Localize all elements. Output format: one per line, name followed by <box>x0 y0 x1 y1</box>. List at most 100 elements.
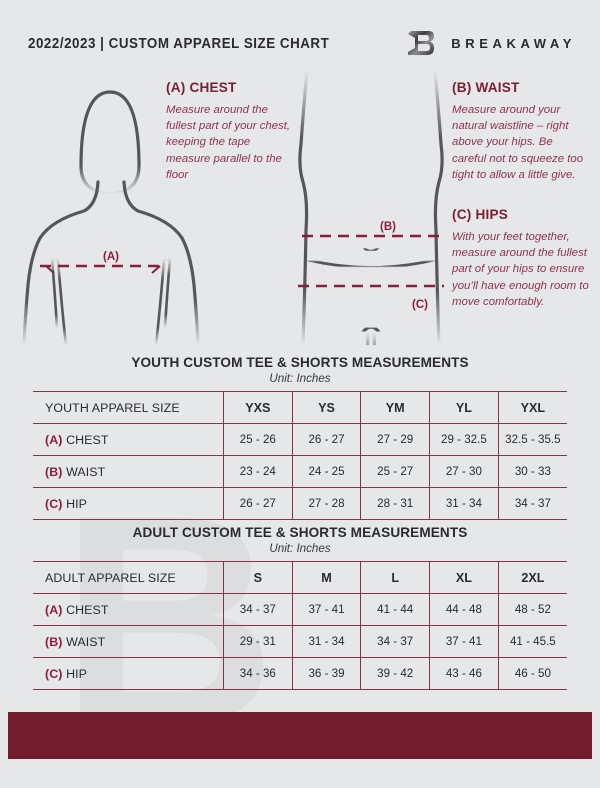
row-marker: (A) <box>45 602 63 617</box>
hip-marker-label: (C) <box>412 299 428 311</box>
row-marker: (C) <box>45 666 63 681</box>
youth-size-col-1: YS <box>292 391 362 424</box>
youth-size-col-0: YXS <box>223 391 293 424</box>
adult-row-0-label: (A) CHEST <box>33 593 224 626</box>
torso-sides <box>50 256 172 345</box>
table-header-row: YOUTH APPAREL SIZE YXS YS YM YL YXL <box>33 391 567 424</box>
row-name: CHEST <box>66 432 109 447</box>
row-name: WAIST <box>66 634 106 649</box>
table-row: (B) WAIST 29 - 31 31 - 34 34 - 37 37 - 4… <box>33 625 567 658</box>
table-row: (A) CHEST 25 - 26 26 - 27 27 - 29 29 - 3… <box>33 423 567 456</box>
adult-r1-c2: 34 - 37 <box>360 625 431 658</box>
youth-r2-c0: 26 - 27 <box>223 487 293 520</box>
youth-size-col-4: YXL <box>498 391 567 424</box>
youth-size-table: YOUTH APPAREL SIZE YXS YS YM YL YXL (A) … <box>33 391 567 520</box>
page-title: 2022/2023 | CUSTOM APPAREL SIZE CHART <box>28 34 330 52</box>
adult-table-unit: Unit: Inches <box>269 542 331 555</box>
callout-chest-body: Measure around the fullest part of your … <box>166 104 291 181</box>
callout-chest-heading: (A) CHEST <box>166 80 237 95</box>
chest-marker-label: (A) <box>103 251 119 263</box>
callout-hips-body: With your feet together, measure around … <box>452 231 589 308</box>
table-row: (B) WAIST 23 - 24 24 - 25 25 - 27 27 - 3… <box>33 455 567 488</box>
youth-size-table-block: YOUTH CUSTOM TEE & SHORTS MEASUREMENTS U… <box>33 355 567 520</box>
youth-r1-c1: 24 - 25 <box>292 455 362 488</box>
adult-size-table: ADULT APPAREL SIZE S M L XL 2XL (A) CHES… <box>33 561 567 690</box>
youth-size-col-3: YL <box>429 391 499 424</box>
adult-r0-c0: 34 - 37 <box>223 593 293 626</box>
youth-r0-c3: 29 - 32.5 <box>429 423 499 456</box>
breakaway-b-monogram-icon <box>405 27 435 59</box>
adult-r2-c0: 34 - 36 <box>223 657 293 690</box>
youth-table-title: YOUTH CUSTOM TEE & SHORTS MEASUREMENTS <box>131 355 469 370</box>
adult-r1-c3: 37 - 41 <box>429 625 499 658</box>
adult-size-col-4: 2XL <box>498 561 567 594</box>
waist-marker-label: (B) <box>380 221 396 233</box>
youth-r2-c4: 34 - 37 <box>498 487 567 520</box>
youth-size-col-2: YM <box>360 391 431 424</box>
youth-row-1-label: (B) WAIST <box>33 455 224 488</box>
brand-name: BREAKAWAY <box>451 35 576 51</box>
upper-body-figure <box>22 90 200 345</box>
callout-hips: (C) HIPS With your feet together, measur… <box>452 207 592 310</box>
youth-row-0-label: (A) CHEST <box>33 423 224 456</box>
row-name: CHEST <box>66 602 109 617</box>
callout-waist-body: Measure around your natural waistline – … <box>452 104 584 181</box>
adult-row-2-label: (C) HIP <box>33 657 224 690</box>
youth-r2-c1: 27 - 28 <box>292 487 362 520</box>
youth-row-2-label: (C) HIP <box>33 487 224 520</box>
youth-r0-c2: 27 - 29 <box>360 423 431 456</box>
youth-table-body: YOUTH APPAREL SIZE YXS YS YM YL YXL (A) … <box>33 391 567 520</box>
youth-size-label: YOUTH APPAREL SIZE <box>33 391 224 424</box>
measurement-illustrations: (A) (B) (C) (A) CHEST Measure around the… <box>0 70 600 345</box>
youth-r1-c4: 30 - 33 <box>498 455 567 488</box>
table-row: (A) CHEST 34 - 37 37 - 41 41 - 44 44 - 4… <box>33 593 567 626</box>
adult-size-col-3: XL <box>429 561 499 594</box>
adult-r1-c0: 29 - 31 <box>223 625 293 658</box>
row-name: HIP <box>66 496 88 511</box>
adult-r0-c2: 41 - 44 <box>360 593 431 626</box>
row-marker: (B) <box>45 634 63 649</box>
adult-r0-c4: 48 - 52 <box>498 593 567 626</box>
chest-measure-line <box>40 264 166 274</box>
adult-r0-c3: 44 - 48 <box>429 593 499 626</box>
youth-r2-c2: 28 - 31 <box>360 487 431 520</box>
adult-size-col-2: L <box>360 561 431 594</box>
brand-lockup: BREAKAWAY <box>405 27 576 59</box>
callout-waist-heading: (B) WAIST <box>452 80 520 95</box>
page-header: 2022/2023 | CUSTOM APPAREL SIZE CHART BR… <box>0 26 600 60</box>
youth-r0-c4: 32.5 - 35.5 <box>498 423 567 456</box>
footer-accent-bar <box>8 712 592 759</box>
callout-chest: (A) CHEST Measure around the fullest par… <box>166 80 294 183</box>
youth-r1-c0: 23 - 24 <box>223 455 293 488</box>
youth-r2-c3: 31 - 34 <box>429 487 499 520</box>
adult-row-1-label: (B) WAIST <box>33 625 224 658</box>
adult-r1-c4: 41 - 45.5 <box>498 625 567 658</box>
youth-r1-c3: 27 - 30 <box>429 455 499 488</box>
adult-r1-c1: 31 - 34 <box>292 625 362 658</box>
row-name: HIP <box>66 666 88 681</box>
adult-r2-c1: 36 - 39 <box>292 657 362 690</box>
youth-r0-c0: 25 - 26 <box>223 423 293 456</box>
adult-r0-c1: 37 - 41 <box>292 593 362 626</box>
adult-r2-c4: 46 - 50 <box>498 657 567 690</box>
row-marker: (A) <box>45 432 63 447</box>
row-marker: (C) <box>45 496 63 511</box>
body-figures-svg: (A) (B) (C) <box>22 70 444 345</box>
youth-r0-c1: 26 - 27 <box>292 423 362 456</box>
adult-table-body: ADULT APPAREL SIZE S M L XL 2XL (A) CHES… <box>33 561 567 690</box>
row-marker: (B) <box>45 464 63 479</box>
adult-size-col-0: S <box>223 561 293 594</box>
adult-r2-c3: 43 - 46 <box>429 657 499 690</box>
table-row: (C) HIP 26 - 27 27 - 28 28 - 31 31 - 34 … <box>33 487 567 520</box>
adult-size-label: ADULT APPAREL SIZE <box>33 561 224 594</box>
table-row: (C) HIP 34 - 36 36 - 39 39 - 42 43 - 46 … <box>33 657 567 690</box>
adult-size-table-block: ADULT CUSTOM TEE & SHORTS MEASUREMENTS U… <box>33 525 567 690</box>
callout-hips-heading: (C) HIPS <box>452 207 508 222</box>
table-header-row: ADULT APPAREL SIZE S M L XL 2XL <box>33 561 567 594</box>
adult-size-col-1: M <box>292 561 362 594</box>
youth-table-unit: Unit: Inches <box>269 372 331 385</box>
row-name: WAIST <box>66 464 106 479</box>
adult-table-title: ADULT CUSTOM TEE & SHORTS MEASUREMENTS <box>132 525 468 540</box>
lower-body-figure <box>298 70 444 345</box>
youth-r1-c2: 25 - 27 <box>360 455 431 488</box>
